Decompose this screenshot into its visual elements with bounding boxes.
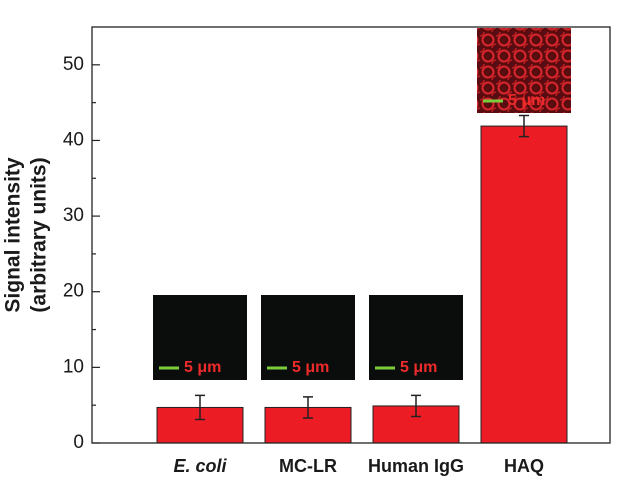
x-tick-label: E. coli xyxy=(173,456,227,476)
x-tick-label: Human IgG xyxy=(368,456,464,476)
bar xyxy=(480,125,568,444)
inset-image xyxy=(153,295,247,380)
y-tick-label: 40 xyxy=(63,129,84,150)
y-tick-label: 20 xyxy=(63,281,84,302)
x-tick-label: HAQ xyxy=(504,456,544,476)
y-axis-label: Signal intensity xyxy=(2,157,25,313)
scale-label: 5 μm xyxy=(292,359,329,376)
y-axis-label: (arbitrary units) xyxy=(28,157,51,312)
inset-image xyxy=(477,28,571,113)
error-bar xyxy=(519,114,529,138)
plot-frame xyxy=(91,26,611,444)
inset-image xyxy=(261,295,355,380)
scale-label: 5 μm xyxy=(400,359,437,376)
scale-label: 5 μm xyxy=(508,92,545,109)
y-tick-label: 50 xyxy=(63,54,84,75)
error-bar xyxy=(411,394,421,418)
x-tick-label: MC-LR xyxy=(279,456,337,476)
error-bar xyxy=(195,394,205,421)
scale-label: 5 μm xyxy=(184,359,221,376)
y-tick-label: 30 xyxy=(63,205,84,226)
error-bar xyxy=(303,396,313,419)
y-tick-label: 0 xyxy=(73,432,84,453)
y-tick-label: 10 xyxy=(63,356,84,377)
inset-image xyxy=(369,295,463,380)
